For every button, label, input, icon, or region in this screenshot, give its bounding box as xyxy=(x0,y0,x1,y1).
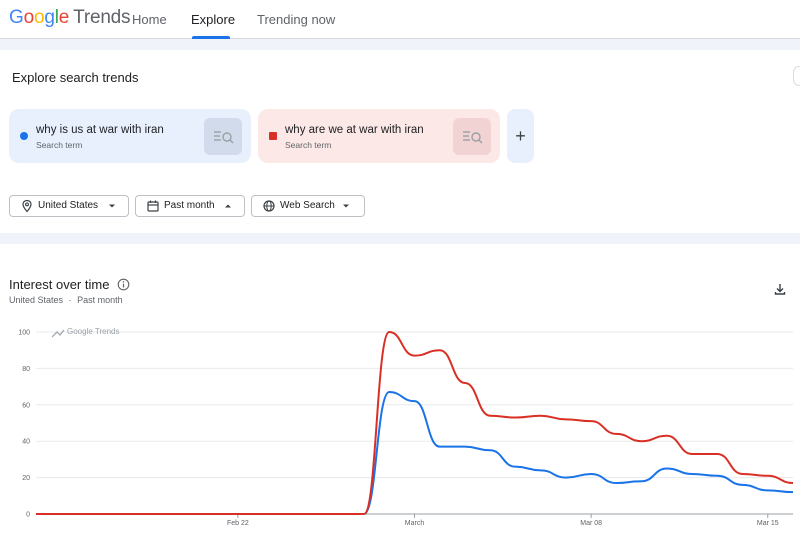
y-axis-ticks: 0 20 40 60 80 100 xyxy=(18,330,30,519)
search-term-label: Search term xyxy=(285,140,332,150)
chart-subtitle: United States · Past month xyxy=(9,295,123,305)
download-icon[interactable] xyxy=(773,282,787,296)
explore-title: Explore search trends xyxy=(12,70,139,85)
y-tick-label: 20 xyxy=(22,475,30,482)
nav-home[interactable]: Home xyxy=(132,12,167,27)
info-icon[interactable] xyxy=(117,278,130,291)
time-range-label: Past month xyxy=(164,200,215,211)
chart-period: Past month xyxy=(77,295,123,305)
y-tick-label: 60 xyxy=(22,402,30,409)
location-filter-label: United States xyxy=(38,200,99,211)
chart-watermark: Google Trends xyxy=(51,327,119,338)
caret-down-icon xyxy=(109,204,115,208)
nav-trending-now[interactable]: Trending now xyxy=(257,12,336,27)
nav-explore[interactable]: Explore xyxy=(191,12,236,27)
google-trends-logo[interactable]: Google Trends xyxy=(9,7,131,28)
chart-location: United States xyxy=(9,295,64,305)
search-term-menu-button[interactable] xyxy=(204,118,242,155)
search-type-filter[interactable]: Web Search xyxy=(251,195,365,217)
search-list-icon xyxy=(463,131,483,144)
calendar-icon xyxy=(147,200,159,212)
search-term-text: why is us at war with iran xyxy=(36,124,164,136)
time-range-filter[interactable]: Past month xyxy=(135,195,245,217)
search-term-card-1[interactable]: why is us at war with iran Search term xyxy=(9,109,251,163)
search-list-icon xyxy=(214,131,234,144)
y-tick-label: 100 xyxy=(18,330,30,337)
series-line-2 xyxy=(36,331,794,515)
interest-over-time-title: Interest over time xyxy=(9,277,110,292)
trend-arrow-icon xyxy=(51,329,65,338)
watermark-text: Google Trends xyxy=(67,327,119,336)
section-divider xyxy=(0,39,800,50)
search-term-card-2[interactable]: why are we at war with iran Search term xyxy=(258,109,500,163)
search-term-text: why are we at war with iran xyxy=(285,124,424,136)
y-tick-label: 40 xyxy=(22,439,30,446)
subtitle-separator: · xyxy=(68,295,72,305)
globe-icon xyxy=(263,200,275,212)
series-color-dot xyxy=(20,132,28,140)
series-color-square xyxy=(269,132,277,140)
x-tick-label: Mar 08 xyxy=(580,520,602,527)
active-tab-indicator xyxy=(192,36,230,39)
section-divider xyxy=(0,233,800,244)
caret-up-icon xyxy=(225,204,231,208)
search-term-menu-button[interactable] xyxy=(453,118,491,155)
caret-down-icon xyxy=(343,204,349,208)
add-comparison-button[interactable]: + xyxy=(507,109,534,163)
x-tick-label: March xyxy=(405,520,425,527)
chart-grid xyxy=(36,331,793,515)
top-bar: Google Trends Home Explore Trending now xyxy=(0,0,800,39)
interest-over-time-chart: 0 20 40 60 80 100 Feb 22 March Mar 08 Mar 15 Goo… xyxy=(18,327,794,527)
location-pin-icon xyxy=(22,199,32,213)
y-tick-label: 80 xyxy=(22,366,30,373)
y-tick-label: 0 xyxy=(26,512,30,519)
options-button[interactable] xyxy=(793,66,800,86)
location-filter[interactable]: United States xyxy=(9,195,129,217)
x-tick-label: Mar 15 xyxy=(757,520,779,527)
series-line-1 xyxy=(36,391,794,515)
x-tick-label: Feb 22 xyxy=(227,520,249,527)
chart-series xyxy=(36,331,794,515)
search-type-label: Web Search xyxy=(280,200,335,211)
search-term-label: Search term xyxy=(36,140,83,150)
x-axis-ticks: Feb 22 March Mar 08 Mar 15 xyxy=(227,514,779,527)
